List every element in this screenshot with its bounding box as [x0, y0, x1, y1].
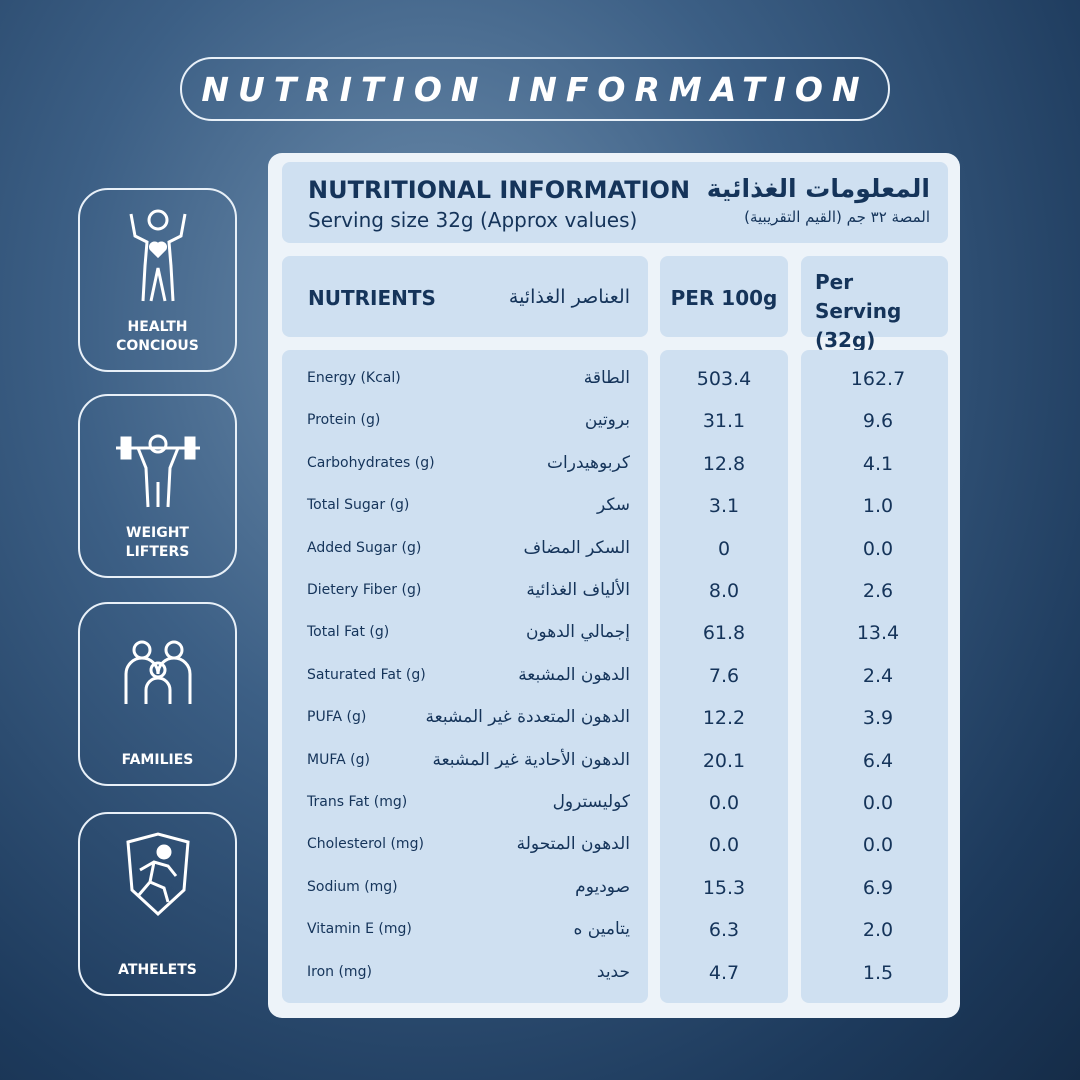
nutrient-name-ar: كوليسترول — [552, 792, 630, 812]
column-header: PER 100g — [660, 256, 788, 337]
per-serving-value: 13.4 — [856, 622, 900, 645]
table-header: NUTRITIONAL INFORMATION Serving size 32g… — [282, 162, 948, 243]
nutrient-name: Iron (mg) — [307, 963, 372, 980]
icon — [129, 209, 186, 302]
nutrient-name-ar: الألياف الغذائية — [526, 580, 630, 600]
nutrient-name: Protein (g) — [307, 412, 381, 429]
header-subtitle-ar: المصة ٣٢ جم (القيم التقريبية) — [744, 208, 930, 226]
nutrient-name-ar: كربوهيدرات — [547, 452, 630, 473]
nutrient-name: Vitamin E (mg) — [307, 921, 412, 938]
nutrient-name-ar: صوديوم — [575, 876, 630, 897]
nutrient-name-ar: الدهون المتحولة — [516, 834, 630, 855]
nutrient-name: Total Sugar (g) — [307, 497, 410, 514]
page-title: NUTRITION INFORMATION — [180, 57, 890, 121]
per-serving-value: 6.9 — [862, 876, 894, 899]
nutrient-name: Energy (Kcal) — [307, 370, 401, 386]
header-subtitle: Serving size 32g (Approx values) — [308, 208, 638, 232]
nutrition-table: NUTRITIONAL INFORMATION Serving size 32g… — [268, 153, 960, 1018]
icon — [124, 640, 191, 704]
per100-value: 503.4 — [696, 368, 752, 390]
column-header: Per Serving (32g) — [801, 256, 948, 352]
nutrient-name: Cholesterol (mg) — [307, 836, 424, 853]
per100-value: 12.8 — [702, 452, 746, 475]
per-serving-value: 0.0 — [862, 834, 894, 857]
nutrient-name: Carbohydrates (g) — [307, 454, 435, 471]
nutrient-name: Saturated Fat (g) — [307, 666, 426, 683]
per100-value: 12.2 — [702, 707, 746, 730]
nutrient-name-ar: السكر المضاف — [523, 537, 630, 558]
nutrient-name: PUFA (g) — [307, 709, 367, 726]
per-serving-column: 162.7 9.6 4.1 1.0 0.0 2.6 13.4 2.4 3.9 6.4 0.0 0.0 6… — [801, 350, 948, 1003]
nutrient-name: Trans Fat (mg) — [307, 794, 408, 810]
header-title-ar: المعلومات الغذائية — [706, 174, 930, 203]
nutrient-name: Dietery Fiber (g) — [307, 582, 422, 598]
badge: ATHELETS — [78, 812, 237, 996]
nutrient-name-ar: يتامين ه — [573, 919, 630, 940]
nutrient-name-ar: الدهون المتعددة غير المشبعة — [425, 707, 630, 728]
per-serving-value: 1.0 — [862, 495, 894, 518]
nutrient-name-ar: الطاقة — [583, 368, 630, 388]
per100-value: 20.1 — [702, 749, 746, 772]
badge-label: HEALTH CONCIOUS — [116, 319, 199, 354]
per100-value: 61.8 — [702, 622, 746, 645]
nutrient-column: Energy (Kcal) الطاقة Protein (g) بروتين Carb… — [282, 350, 648, 1003]
icon — [125, 832, 190, 917]
nutrient-name-ar: الدهون المشبعة — [518, 664, 630, 685]
nutrient-name-ar: الدهون الأحادية غير المشبعة — [432, 749, 630, 770]
column-title: NUTRIENTS — [308, 286, 436, 310]
nutrient-name-ar: حديد — [596, 961, 630, 982]
per100-value: 6.3 — [708, 919, 740, 942]
nutrient-name-ar: بروتين — [584, 410, 630, 431]
per-serving-value: 0.0 — [862, 537, 894, 560]
per-serving-value: 3.9 — [862, 707, 894, 730]
nutrient-name: Added Sugar (g) — [307, 539, 422, 556]
nutrient-name: MUFA (g) — [307, 751, 370, 768]
per100-value: 0.0 — [708, 792, 740, 814]
header-title: NUTRITIONAL INFORMATION — [308, 176, 691, 204]
per-serving-value: 4.1 — [862, 452, 894, 475]
column-header: NUTRIENTS العناصر الغذائية — [282, 256, 648, 337]
column-title: PER 100g — [670, 286, 778, 310]
nutrient-name-ar: سكر — [596, 495, 630, 516]
per-serving-value: 1.5 — [862, 961, 894, 984]
per100-value: 8.0 — [708, 580, 740, 602]
per-serving-value: 6.4 — [862, 749, 894, 772]
per-serving-value: 2.0 — [862, 919, 894, 942]
per-serving-value: 9.6 — [862, 410, 894, 433]
per100-value: 0.0 — [708, 834, 740, 857]
badge: WEIGHT LIFTERS — [78, 394, 237, 578]
nutrient-name: Sodium (mg) — [307, 878, 398, 895]
badge-label: WEIGHT LIFTERS — [125, 525, 190, 560]
badge-label: ATHELETS — [118, 962, 197, 978]
badge: FAMILIES — [78, 602, 237, 786]
badge-label: FAMILIES — [121, 752, 194, 768]
per100-value: 3.1 — [708, 495, 740, 518]
column-title: Per Serving (32g) — [815, 270, 902, 352]
per-serving-value: 0.0 — [862, 792, 894, 814]
badge: HEALTH CONCIOUS — [78, 188, 237, 372]
per100-column: 503.4 31.1 12.8 3.1 0 8.0 61.8 7.6 12.2 20.1 0.0 0.… — [660, 350, 788, 1003]
per-serving-value: 2.6 — [862, 580, 894, 602]
icon — [115, 434, 200, 508]
nutrient-name-ar: إجمالي الدهون — [525, 622, 630, 643]
per100-value: 0 — [717, 537, 731, 560]
per100-value: 7.6 — [708, 664, 740, 687]
column-title-ar: العناصر الغذائية — [508, 286, 630, 308]
per100-value: 15.3 — [702, 876, 746, 899]
nutrient-name: Total Fat (g) — [307, 624, 390, 641]
per100-value: 4.7 — [708, 961, 740, 984]
per-serving-value: 2.4 — [862, 664, 894, 687]
per100-value: 31.1 — [702, 410, 746, 433]
per-serving-value: 162.7 — [850, 368, 906, 390]
